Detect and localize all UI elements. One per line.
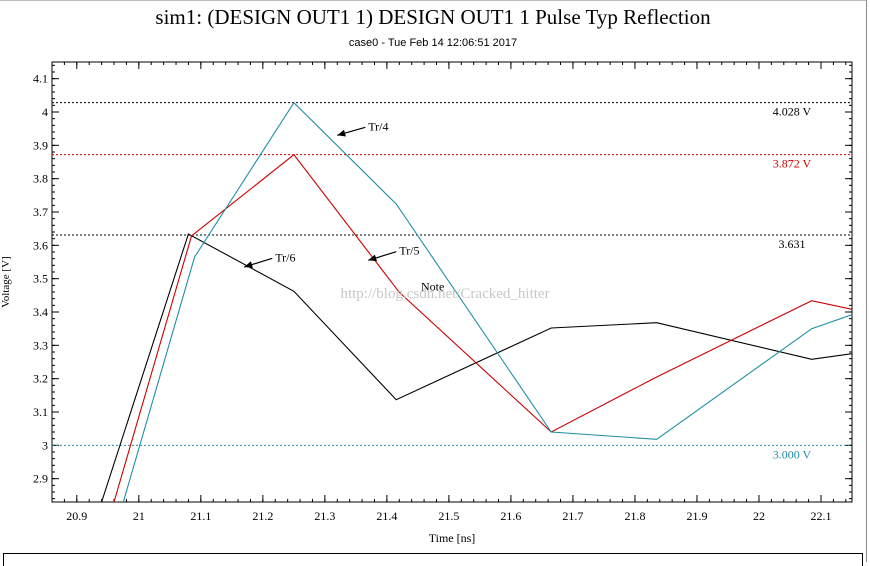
y-tick-label: 3.5 [33, 272, 48, 286]
chart-subtitle: case0 - Tue Feb 14 12:06:51 2017 [348, 37, 518, 49]
window-right-border [866, 0, 870, 562]
x-tick-label: 21.6 [500, 509, 521, 523]
x-tick-label: 21.3 [314, 509, 335, 523]
y-tick-label: 3.9 [33, 138, 48, 152]
x-tick-label: 21.8 [624, 509, 645, 523]
x-tick-label: 21.2 [252, 509, 273, 523]
plot-frame [51, 61, 853, 503]
reference-line-label: 3.872 V [773, 157, 812, 171]
annotation-label: Note [421, 279, 444, 293]
y-tick-label: 4 [42, 105, 48, 119]
x-tick-label: 21.7 [562, 509, 583, 523]
watermark-text: http://blog.csdn.net/Cracked_hitter [340, 286, 549, 302]
x-tick-label: 20.9 [66, 509, 87, 523]
y-tick-label: 3.2 [33, 372, 48, 386]
y-tick-label: 3.8 [33, 172, 48, 186]
annotation-arrow-head [337, 129, 346, 137]
x-tick-label: 21.1 [190, 509, 211, 523]
series-line [113, 153, 852, 502]
y-tick-label: 3 [42, 438, 48, 452]
x-tick-label: 21 [133, 509, 145, 523]
annotation-arrow-head [244, 261, 253, 268]
chart-title: sim1: (DESIGN OUT1 1) DESIGN OUT1 1 Puls… [155, 5, 711, 29]
y-tick-label: 3.3 [33, 338, 48, 352]
annotation-arrow-head [368, 254, 377, 262]
reference-line-label: 4.028 V [773, 105, 812, 119]
x-tick-label: 21.4 [376, 509, 397, 523]
annotation-label: Tr/4 [368, 119, 388, 133]
y-axis-label: Voltage [V] [0, 256, 12, 308]
y-tick-label: 2.9 [33, 472, 48, 486]
series-line [101, 233, 852, 502]
x-tick-label: 22 [753, 509, 765, 523]
y-tick-label: 3.1 [33, 405, 48, 419]
x-tick-label: 22.1 [810, 509, 831, 523]
y-tick-label: 4.1 [33, 72, 48, 86]
y-tick-label: 3.6 [33, 238, 48, 252]
annotation-label: Tr/6 [275, 250, 295, 264]
y-tick-label: 3.7 [33, 205, 48, 219]
x-axis-label: Time [ns] [428, 531, 476, 545]
reference-line-label: 3.000 V [773, 447, 812, 461]
annotation-label: Tr/5 [399, 244, 419, 258]
window-top-border [0, 0, 870, 1]
y-tick-label: 3.4 [33, 305, 48, 319]
x-tick-label: 21.9 [686, 509, 707, 523]
status-panel [3, 553, 863, 566]
series-line [122, 101, 852, 502]
reference-line-label: 3.631 [779, 237, 806, 251]
x-tick-label: 21.5 [438, 509, 459, 523]
